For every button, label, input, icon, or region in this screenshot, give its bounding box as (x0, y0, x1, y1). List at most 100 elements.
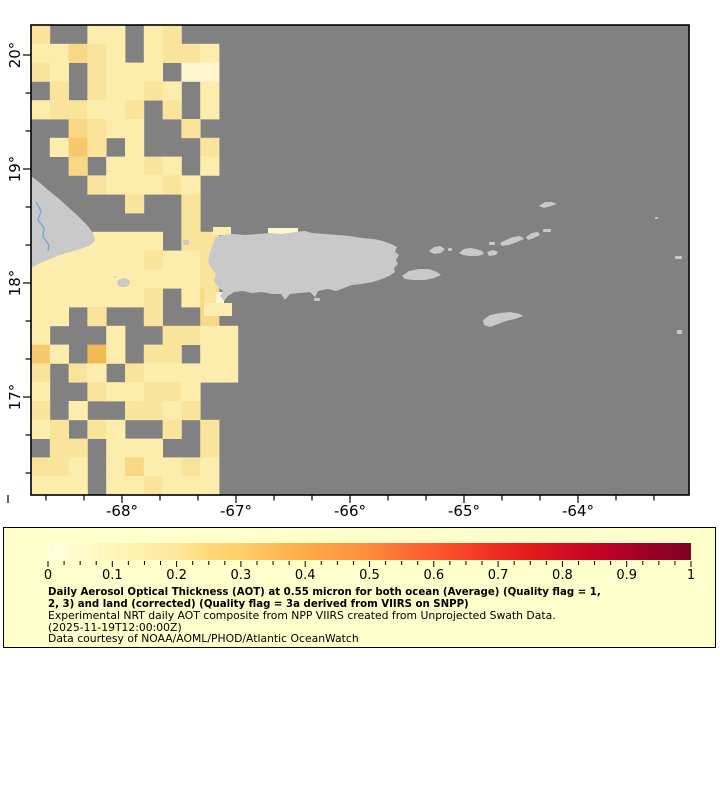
aot-cell (87, 175, 107, 195)
aot-cell (204, 303, 232, 316)
legend-box: 0 0.1 0.2 0.3 0.4 0.5 0.6 0.7 0.8 0.9 1 Daily Aero… (3, 527, 716, 648)
monito-island (114, 276, 116, 278)
aot-cell (200, 438, 220, 458)
aot-cell (162, 43, 182, 63)
puerto-rico (208, 231, 399, 301)
aot-cell (31, 344, 51, 364)
aot-cell (181, 175, 201, 195)
aot-cell (200, 419, 220, 439)
aot-cell (87, 25, 107, 45)
aot-cell (49, 100, 69, 120)
aot-cell (106, 43, 126, 63)
aot-cell (31, 307, 51, 327)
aot-cell (87, 269, 107, 289)
aot-cell (106, 457, 126, 477)
aot-cell (31, 100, 51, 120)
aot-cell (31, 288, 51, 308)
colorbar-tick-label: 0.4 (295, 568, 316, 583)
aot-cell (49, 62, 69, 82)
aot-cell (216, 292, 224, 312)
aot-cell (143, 401, 163, 421)
aot-cell (200, 457, 220, 477)
aot-cell (181, 231, 201, 251)
aot-cell (49, 269, 69, 289)
aot-cell (106, 100, 126, 120)
aot-cell (125, 363, 145, 383)
aot-cell (125, 137, 145, 157)
anegada (539, 202, 557, 208)
aot-cell (200, 325, 220, 345)
aot-cell (181, 43, 201, 63)
x-axis-ticks (7, 495, 655, 503)
legend-text-block: Daily Aerosol Optical Thickness (AOT) at… (48, 587, 698, 645)
aot-cell (162, 457, 182, 477)
culebra (429, 246, 445, 254)
aot-cell (200, 100, 220, 120)
aot-cell (181, 401, 201, 421)
x-axis-labels: -68° -67° -66° -65° -64° (106, 502, 594, 520)
aot-cell (49, 438, 69, 458)
aot-cell (68, 363, 88, 383)
aot-cell (106, 288, 126, 308)
aot-cell (31, 62, 51, 82)
aot-cell (106, 25, 126, 45)
aot-cell (162, 250, 182, 270)
mona-island (117, 278, 130, 287)
aot-cell (268, 228, 298, 235)
aot-cell (200, 269, 220, 289)
st-croix (483, 312, 523, 327)
aot-cell (68, 457, 88, 477)
aot-cell (125, 250, 145, 270)
aot-cell (143, 250, 163, 270)
aot-cell (31, 269, 51, 289)
aot-cell (181, 476, 201, 496)
colorbar-tick-label: 0.9 (616, 568, 637, 583)
legend-title-line-1: Daily Aerosol Optical Thickness (AOT) at… (48, 587, 601, 598)
aot-cell (181, 288, 201, 308)
aot-cell (125, 62, 145, 82)
saba-edge-islet (677, 330, 682, 334)
tortola (500, 236, 524, 246)
aot-cell (49, 344, 69, 364)
aot-cell (106, 156, 126, 176)
aot-cell (200, 156, 220, 176)
aot-cell (162, 344, 182, 364)
y-axis-label: 20° (6, 42, 24, 69)
aot-cell (143, 62, 163, 82)
aot-cell (200, 62, 220, 82)
aot-cell (31, 401, 51, 421)
culebrita (448, 248, 452, 251)
aot-cell (87, 81, 107, 101)
aot-cell (106, 344, 126, 364)
aot-cell (143, 81, 163, 101)
aot-cell (87, 419, 107, 439)
y-axis-label: 18° (6, 270, 24, 297)
aot-cell (181, 194, 201, 214)
aot-cell (125, 231, 145, 251)
aot-cell (143, 25, 163, 45)
colorbar-tick-label: 0.5 (359, 568, 380, 583)
desecheo-island (183, 240, 189, 245)
aot-cell (87, 307, 107, 327)
aot-cell (87, 250, 107, 270)
aot-cell (87, 363, 107, 383)
aot-cell (162, 269, 182, 289)
aot-cell (31, 457, 51, 477)
colorbar-tick-label: 0 (44, 568, 52, 583)
aot-cell (143, 175, 163, 195)
aot-cell (143, 382, 163, 402)
aot-cell (49, 81, 69, 101)
x-axis-label: -65° (448, 502, 480, 520)
virgin-islets (543, 229, 551, 232)
legend-info-line-2: (2025-11-19T12:00:00Z) (48, 620, 182, 634)
aot-cell (162, 175, 182, 195)
aot-cell (143, 363, 163, 383)
aot-cell (181, 363, 201, 383)
aot-cell (219, 344, 239, 364)
yuna-river (35, 201, 50, 252)
aot-cell (200, 476, 220, 496)
aot-cell (106, 419, 126, 439)
aot-cell (125, 382, 145, 402)
colorbar-tick-labels: 0 0.1 0.2 0.3 0.4 0.5 0.6 0.7 0.8 0.9 1 (44, 568, 695, 583)
